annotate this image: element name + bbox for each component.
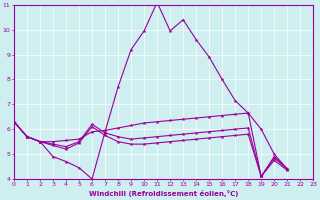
X-axis label: Windchill (Refroidissement éolien,°C): Windchill (Refroidissement éolien,°C) [89, 190, 238, 197]
